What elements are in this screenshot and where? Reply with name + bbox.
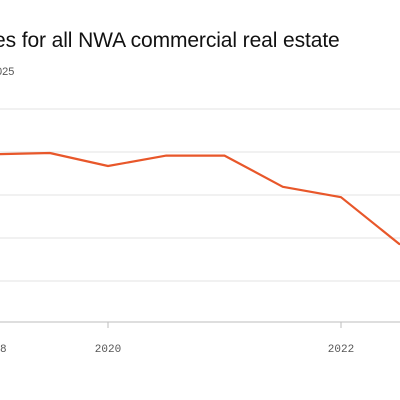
x-tick-label: 8	[0, 344, 7, 356]
x-tick-label: 2022	[328, 344, 354, 356]
x-axis-ticks: 8202020222024	[0, 322, 354, 356]
chart-title: es for all NWA commercial real estate	[0, 29, 340, 52]
series-line	[0, 151, 400, 246]
grid-lines	[0, 108, 400, 323]
series-layer	[0, 151, 400, 246]
chart-subtitle: 025	[0, 66, 15, 78]
x-tick-label: 2020	[95, 344, 121, 356]
